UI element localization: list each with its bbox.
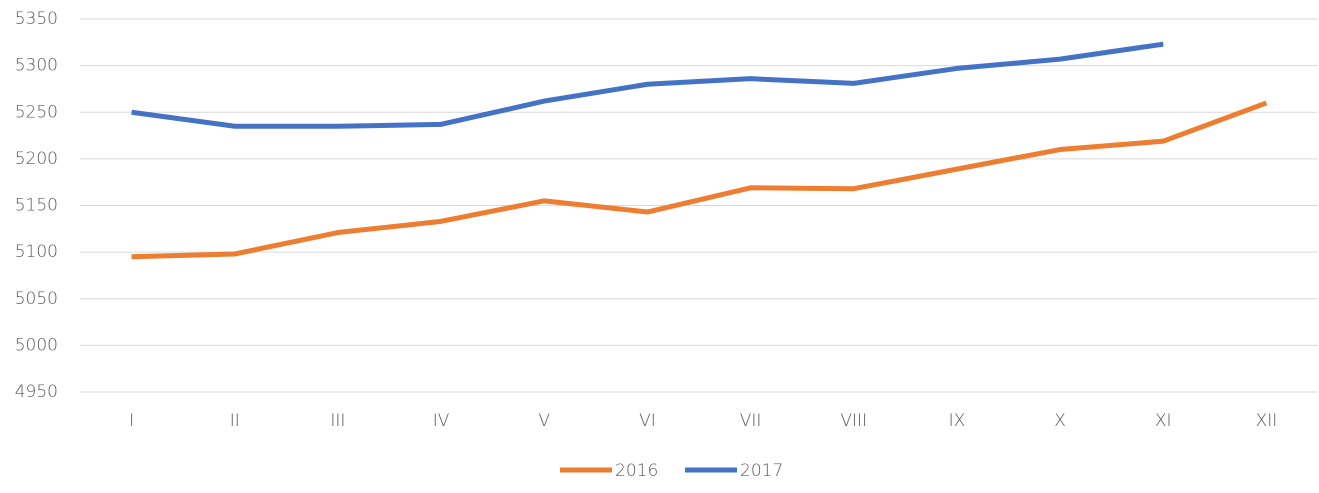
y-tick-label: 5050 — [15, 289, 58, 309]
legend-label: 2017 — [740, 461, 783, 481]
y-tick-label: 5250 — [15, 102, 58, 122]
x-tick-label: V — [538, 411, 550, 431]
y-tick-label: 5300 — [15, 56, 58, 76]
y-tick-label: 5100 — [15, 242, 58, 262]
y-tick-label: 5000 — [15, 335, 58, 355]
y-tick-label: 5200 — [15, 149, 58, 169]
x-tick-label: XII — [1256, 411, 1278, 431]
series-line — [131, 41, 1164, 129]
y-tick-label: 5350 — [15, 9, 58, 29]
x-tick-label: III — [330, 411, 345, 431]
x-tick-label: XI — [1155, 411, 1172, 431]
x-tick-label: VII — [740, 411, 762, 431]
x-tick-label: VIII — [840, 411, 867, 431]
x-tick-label: IX — [949, 411, 966, 431]
x-tick-label: VI — [639, 411, 656, 431]
y-tick-label: 4950 — [15, 382, 58, 402]
y-tick-label: 5150 — [15, 196, 58, 216]
series-line — [131, 100, 1268, 260]
legend-label: 2016 — [615, 461, 658, 481]
x-tick-label: I — [129, 411, 134, 431]
x-tick-label: II — [230, 411, 240, 431]
x-tick-label: IV — [433, 411, 450, 431]
x-tick-label: X — [1054, 411, 1066, 431]
